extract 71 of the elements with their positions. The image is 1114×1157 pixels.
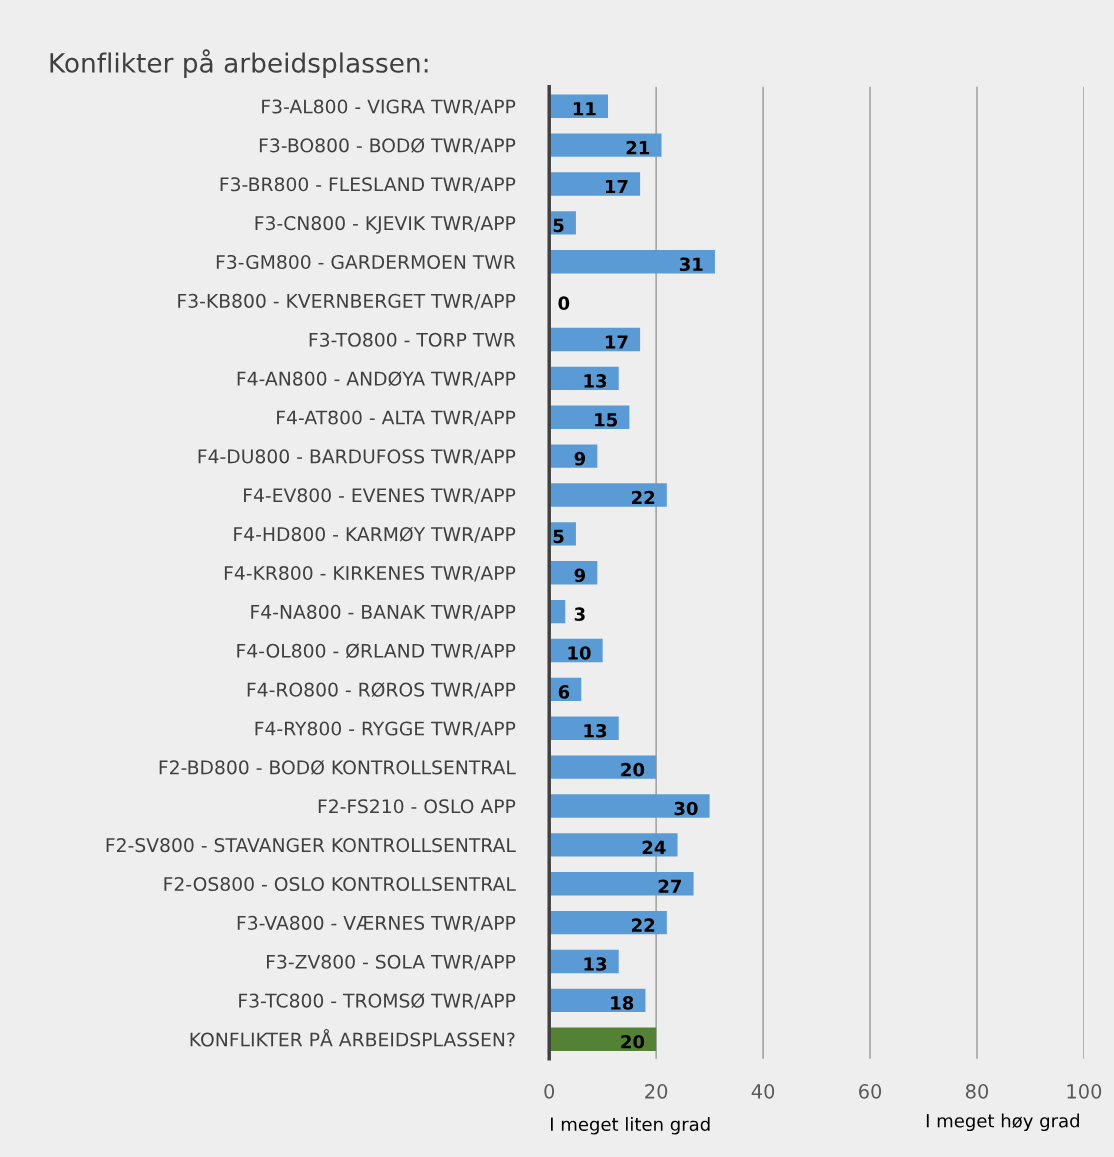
data-label: 3: [574, 607, 585, 621]
data-label: 27: [658, 879, 682, 893]
data-label: 0: [558, 296, 570, 310]
bar: [549, 327, 641, 352]
data-label: 17: [605, 335, 628, 349]
data-label: 11: [573, 102, 596, 116]
y-tick-label: F4-RY800 - RYGGE TWR/APP: [255, 721, 516, 738]
y-tick-label: F3-AL800 - VIGRA TWR/APP: [262, 99, 516, 116]
data-label: 24: [642, 840, 666, 854]
y-tick-label: F4-AN800 - ANDØYA TWR/APP: [237, 371, 516, 388]
y-tick-label: F3-GM800 - GARDERMOEN TWR: [216, 254, 516, 270]
y-tick-label: F3-BO800 - BODØ TWR/APP: [259, 137, 516, 154]
data-label: 21: [626, 140, 650, 155]
y-tick-label: F2-SV800 - STAVANGER KONTROLLSENTRAL: [106, 838, 516, 853]
bar: [549, 172, 641, 196]
y-tick-label: F2-FS210 - OSLO APP: [318, 799, 516, 814]
data-label: 31: [679, 257, 703, 272]
y-tick-label: F4-DU800 - BARDUFOSS TWR/APP: [198, 449, 516, 465]
data-label: 13: [584, 723, 607, 738]
data-label: 9: [574, 568, 586, 583]
y-tick-label: F3-TO800 - TORP TWR: [309, 332, 516, 347]
text: I meget liten grad: [550, 1117, 710, 1135]
text: Konflikter på arbeidsplassen:: [50, 49, 428, 78]
x-tick-label: 80: [965, 1084, 989, 1099]
bar: [549, 833, 678, 857]
data-label: 30: [674, 801, 698, 816]
y-tick-label: F3-BR800 - FLESLAND TWR/APP: [220, 177, 516, 193]
x-tick-label: 100: [1067, 1084, 1102, 1099]
y-tick-label: KONFLIKTER PÅ ARBEIDSPLASSEN?: [190, 1028, 515, 1047]
data-label: 13: [584, 374, 607, 388]
x-tick-label: 20: [645, 1084, 668, 1099]
data-label: 5: [553, 529, 564, 544]
bar: [549, 133, 662, 157]
data-label: 9: [574, 451, 586, 466]
y-tick-label: F4-HD800 - KARMØY TWR/APP: [234, 526, 516, 543]
y-tick-label: F4-OL800 - ØRLAND TWR/APP: [237, 643, 516, 660]
y-tick-label: F4-RO800 - RØROS TWR/APP: [247, 682, 516, 699]
y-tick-label: F4-EV800 - EVENES TWR/APP: [244, 488, 516, 504]
bar: [549, 910, 667, 935]
y-tick-label: F3-KB800 - KVERNBERGET TWR/APP: [178, 293, 516, 310]
data-label: 20: [621, 1034, 645, 1049]
y-tick-label: F3-ZV800 - SOLA TWR/APP: [267, 954, 516, 971]
text: I meget høy grad: [926, 1113, 1079, 1132]
data-label: 10: [568, 646, 591, 660]
bar: [549, 250, 715, 274]
data-label: 20: [621, 762, 645, 777]
bar: [549, 444, 598, 468]
y-tick-label: F2-BD800 - BODØ KONTROLLSENTRAL: [159, 759, 516, 775]
x-tick-label: 0: [544, 1084, 555, 1099]
data-label: 18: [611, 996, 634, 1010]
bar: [549, 794, 710, 818]
data-label: 22: [632, 490, 655, 505]
data-label: 17: [605, 179, 628, 194]
data-label: 15: [595, 413, 618, 427]
bar: [549, 755, 657, 779]
x-tick-label: 60: [859, 1084, 882, 1099]
y-tick-label: F4-KR800 - KIRKENES TWR/APP: [224, 565, 516, 582]
y-tick-label: F4-AT800 - ALTA TWR/APP: [277, 410, 516, 427]
data-label: 6: [558, 685, 570, 699]
data-label: 5: [553, 218, 564, 233]
y-tick-label: F3-TC800 - TROMSØ TWR/APP: [239, 993, 516, 1010]
y-tick-label: F3-CN800 - KJEVIK TWR/APP: [255, 216, 516, 234]
bar: [549, 483, 667, 507]
x-tick-label: 40: [751, 1084, 775, 1099]
y-tick-label: F2-OS800 - OSLO KONTROLLSENTRAL: [164, 876, 516, 892]
data-label: 13: [584, 957, 607, 971]
bar: [549, 1027, 657, 1051]
data-label: 22: [632, 918, 655, 932]
bar: [549, 872, 694, 896]
y-tick-label: F4-NA800 - BANAK TWR/APP: [251, 604, 516, 621]
y-tick-label: F3-VA800 - VÆRNES TWR/APP: [237, 915, 516, 932]
